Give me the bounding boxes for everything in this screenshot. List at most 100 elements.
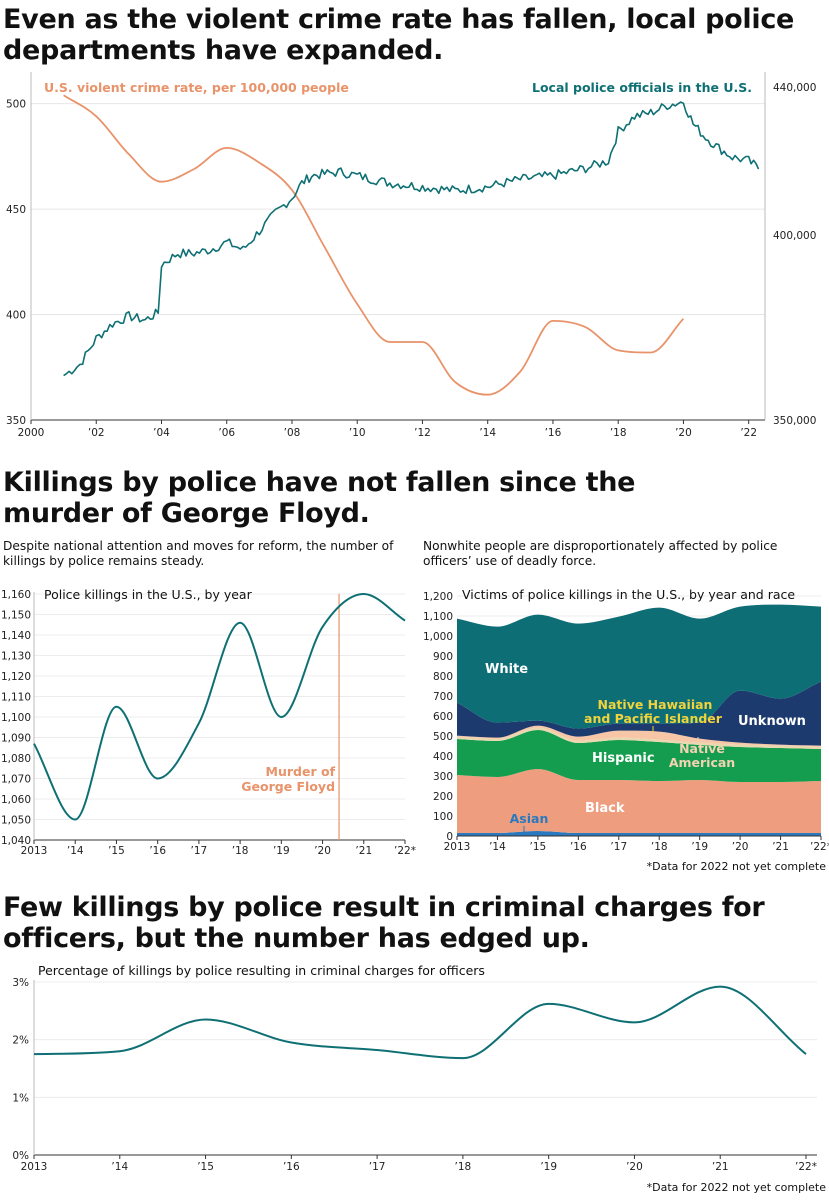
y-tick-label: 200 — [433, 791, 453, 803]
y-tick-label: 0 — [446, 831, 453, 843]
y-tick-label: 0% — [12, 1150, 29, 1162]
label-unknown: Unknown — [738, 714, 806, 729]
x-tick-label: ’22 — [740, 427, 757, 439]
y-tick-label: 1,110 — [1, 692, 31, 704]
x-tick-label: ’20 — [626, 1161, 643, 1173]
x-tick-label: ’21 — [712, 1161, 729, 1173]
y-left-tick-label: 400 — [6, 310, 26, 322]
native-hawaiian-and-pacific-islander-area — [457, 725, 821, 747]
x-tick-label: ’18 — [651, 841, 668, 853]
x-tick-label: ’19 — [273, 845, 290, 857]
victims-chart-title: Victims of police killings in the U.S., … — [462, 587, 795, 602]
label-native-line2: American — [669, 755, 735, 770]
y-tick-label: 1,000 — [423, 631, 453, 643]
x-tick-label: ’18 — [232, 845, 249, 857]
x-tick-label: ’14 — [479, 427, 496, 439]
x-tick-label: ’22* — [795, 1161, 817, 1173]
y-tick-label: 3% — [12, 977, 29, 989]
crime-rate-series-label: U.S. violent crime rate, per 100,000 peo… — [44, 80, 349, 95]
crime-rate-line — [63, 94, 685, 396]
y-tick-label: 400 — [433, 751, 453, 763]
y-left-tick-label: 350 — [6, 415, 26, 427]
x-tick-label: 2000 — [18, 427, 45, 439]
police-officials-series-label: Local police officials in the U.S. — [532, 80, 752, 95]
x-tick-label: ’17 — [610, 841, 627, 853]
x-tick-label: ’19 — [540, 1161, 557, 1173]
x-tick-label: ’19 — [691, 841, 708, 853]
george-floyd-label-line2: George Floyd — [241, 779, 335, 794]
y-tick-label: 1,040 — [1, 835, 31, 847]
y-tick-label: 1,200 — [423, 591, 453, 603]
x-tick-label: ’16 — [570, 841, 587, 853]
victims-by-race-chart: 0 100 200 300 400 500 600 700 800 900 1,000 1,100 1,… — [423, 587, 829, 853]
y-tick-label: 1,100 — [423, 611, 453, 623]
x-tick-label: ’17 — [369, 1161, 386, 1173]
y-tick-label: 1,140 — [1, 630, 31, 642]
y-left-tick-label: 450 — [6, 204, 26, 216]
y-tick-label: 1,160 — [1, 589, 31, 601]
x-tick-label: ’20 — [732, 841, 749, 853]
subtext-race: Nonwhite people are disproportionately a… — [423, 539, 778, 568]
y-left-tick-label: 500 — [6, 99, 26, 111]
x-tick-label: ’14 — [111, 1161, 128, 1173]
y-tick-label: 1,080 — [1, 753, 31, 765]
headline-crime-police: Even as the violent crime rate has falle… — [3, 4, 795, 66]
george-floyd-label-line1: Murder of — [266, 764, 336, 779]
y-tick-label: 1,100 — [1, 712, 31, 724]
hispanic-area — [457, 730, 821, 782]
killings-line — [33, 592, 406, 821]
x-tick-label: ’20 — [314, 845, 331, 857]
y-tick-label: 100 — [433, 811, 453, 823]
x-tick-label: 2013 — [444, 841, 471, 853]
label-nhpi-line1: Native Hawaiian — [598, 697, 713, 712]
charges-line — [33, 985, 807, 1060]
label-nhpi-line2: and Pacific Islander — [584, 711, 723, 726]
y-tick-label: 1,070 — [1, 774, 31, 786]
x-tick-label: ’18 — [455, 1161, 472, 1173]
y-right-tick-label: 350,000 — [773, 415, 816, 427]
y-tick-label: 800 — [433, 671, 453, 683]
headline-charges: Few killings by police result in crimina… — [3, 892, 765, 954]
y-tick-label: 1% — [12, 1092, 29, 1104]
y-tick-label: 1,150 — [1, 610, 31, 622]
x-tick-label: ’02 — [88, 427, 105, 439]
x-tick-label: 2013 — [21, 845, 48, 857]
label-black: Black — [585, 801, 625, 816]
x-tick-label: ’15 — [108, 845, 125, 857]
x-tick-label: ’14 — [67, 845, 84, 857]
label-white: White — [485, 662, 528, 677]
y-right-tick-label: 440,000 — [773, 82, 816, 94]
y-tick-label: 600 — [433, 711, 453, 723]
y-tick-label: 900 — [433, 651, 453, 663]
race-chart-footnote: *Data for 2022 not yet complete — [646, 860, 826, 873]
x-tick-label: ’16 — [149, 845, 166, 857]
x-tick-label: ’15 — [530, 841, 547, 853]
y-tick-label: 1,060 — [1, 794, 31, 806]
killings-by-year-chart: 1,040 1,050 1,060 1,070 1,080 1,090 1,100 1,110… — [1, 587, 416, 857]
y-tick-label: 2% — [12, 1035, 29, 1047]
asian-area — [457, 831, 821, 836]
charges-chart-footnote: *Data for 2022 not yet complete — [646, 1181, 826, 1194]
police-officials-line — [63, 101, 760, 377]
x-tick-label: ’15 — [197, 1161, 214, 1173]
x-tick-label: ’16 — [283, 1161, 300, 1173]
x-tick-label: ’21 — [772, 841, 789, 853]
y-tick-label: 1,130 — [1, 651, 31, 663]
y-tick-label: 1,120 — [1, 671, 31, 683]
x-tick-label: ’16 — [545, 427, 562, 439]
x-tick-label: ’12 — [414, 427, 431, 439]
y-tick-label: 1,090 — [1, 733, 31, 745]
y-right-tick-label: 400,000 — [773, 230, 816, 242]
black-area — [457, 769, 821, 833]
label-asian: Asian — [510, 811, 549, 826]
y-tick-label: 500 — [433, 731, 453, 743]
white-area — [457, 604, 821, 729]
native-american-area — [457, 727, 821, 749]
x-tick-label: ’06 — [218, 427, 235, 439]
x-tick-label: 2013 — [21, 1161, 48, 1173]
x-tick-label: ’08 — [284, 427, 301, 439]
x-tick-label: ’22* — [810, 841, 829, 853]
x-tick-label: ’20 — [675, 427, 692, 439]
unknown-area — [457, 681, 821, 746]
x-tick-label: ’04 — [153, 427, 170, 439]
